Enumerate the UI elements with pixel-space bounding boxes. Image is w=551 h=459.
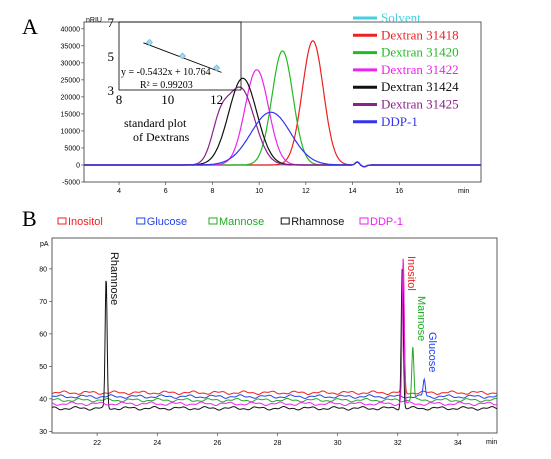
y-tick-label: 15000: [61, 111, 81, 118]
legend-label: Dextran 31424: [381, 79, 459, 94]
y-tick-label: 30: [39, 429, 47, 436]
legend-label: Inositol: [68, 216, 103, 228]
inset-axes: 3 5 7 8 10 12: [108, 15, 224, 107]
y-tick-label: 20000: [61, 94, 81, 101]
y-tick-label: 80: [39, 266, 47, 273]
chromatogram-line-ddp-1: [51, 260, 498, 406]
legend-label: DDP-1: [370, 216, 403, 228]
panel-b-x-axis: 22 24 26 28 30 32 34: [93, 433, 462, 447]
panel-a-y-unit: nRIU: [86, 17, 102, 24]
panel-a-label: A: [22, 14, 38, 39]
y-tick-label: 40000: [61, 26, 81, 33]
legend-swatch: [359, 217, 369, 225]
legend-label: Dextran 31422: [381, 62, 459, 77]
chromatogram-line-ddp-1: [84, 111, 481, 168]
x-tick-label: 32: [394, 440, 402, 447]
inset-r-squared: R² = 0.99203: [140, 80, 193, 91]
panel-b-legend: Inositol Glucose Mannose Rhamnose DDP-1: [57, 216, 403, 228]
peak-label-glucose: Glucose: [426, 332, 438, 372]
inset-y-tick-label: 3: [108, 83, 115, 98]
legend-swatch: [280, 217, 290, 225]
inset-y-tick-label: 5: [108, 49, 115, 64]
y-tick-label: 10000: [61, 128, 81, 135]
inset-data-point: [213, 64, 221, 72]
panel-b-series: [51, 258, 498, 411]
x-tick-label: 34: [454, 440, 462, 447]
x-tick-label: 4: [117, 188, 121, 195]
inset-title-line-2: of Dextrans: [133, 130, 190, 144]
legend-label: DDP-1: [381, 114, 418, 129]
inset-frame: [118, 21, 242, 91]
x-tick-label: 30: [334, 440, 342, 447]
x-tick-label: 10: [255, 188, 263, 195]
inset-x-tick-label: 8: [116, 92, 123, 107]
legend-swatch: [57, 217, 67, 225]
panel-b-y-axis: 30 40 50 60 70 80: [39, 266, 52, 436]
x-tick-label: 28: [274, 440, 282, 447]
x-tick-label: 6: [164, 188, 168, 195]
inset-data: [143, 38, 222, 73]
panel-b-y-unit: pA: [40, 241, 49, 248]
y-tick-label: 40: [39, 396, 47, 403]
x-tick-label: 12: [302, 188, 310, 195]
panel-a-y-axis: -5000 0 5000 10000 15000 20000 25000 30000 35000…: [61, 26, 84, 187]
x-tick-label: 16: [395, 188, 403, 195]
legend-label: Mannose: [219, 216, 264, 228]
inset-data-point: [179, 52, 186, 60]
panel-b-plot-frame: [51, 237, 498, 434]
y-tick-label: 0: [76, 162, 80, 169]
legend-label: Dextran 31425: [381, 97, 459, 112]
chromatogram-line-glucose: [51, 377, 498, 399]
inset-data-point: [146, 38, 153, 46]
panel-a-x-unit: min: [458, 188, 469, 195]
x-tick-label: 22: [93, 440, 101, 447]
y-tick-label: 60: [39, 331, 47, 338]
panel-b-label: B: [22, 206, 37, 231]
legend-label: Dextran 31420: [381, 45, 459, 60]
y-tick-label: 30000: [61, 60, 81, 67]
peak-label-inositol: Inositol: [405, 256, 417, 291]
legend-swatch: [136, 217, 146, 225]
panel-a-series: [84, 39, 481, 168]
y-tick-label: 50: [39, 364, 47, 371]
y-tick-label: -5000: [62, 180, 80, 187]
panel-b-x-unit: min: [486, 439, 497, 446]
peak-label-rhamnose: Rhamnose: [108, 252, 120, 305]
chromatogram-line-mannose: [52, 346, 498, 403]
panel-a-plot-frame: [83, 21, 482, 183]
panel-a-legend: Solvent Dextran 31418 Dextran 31420 Dextran…: [353, 10, 459, 129]
panel-a-x-axis: 4 6 8 10 12 14 16: [117, 182, 403, 195]
legend-label: Glucose: [147, 216, 187, 228]
peak-label-mannose: Mannose: [415, 296, 427, 341]
x-tick-label: 26: [213, 440, 221, 447]
legend-label: Solvent: [381, 10, 421, 25]
inset-y-tick-label: 7: [108, 15, 115, 30]
legend-label: Rhamnose: [291, 216, 344, 228]
y-tick-label: 70: [39, 299, 47, 306]
x-tick-label: 8: [210, 188, 214, 195]
panel-a: A -5000 0 5000 10000 15000 20000 25000 30000 350…: [22, 10, 482, 195]
panel-b: B Inositol Glucose Mannose Rhamnose DDP-1 pA…: [22, 206, 498, 447]
y-tick-label: 25000: [61, 77, 81, 84]
x-tick-label: 24: [153, 440, 161, 447]
y-tick-label: 35000: [61, 43, 81, 50]
inset-equation: y = -0.5432x + 10.764: [121, 67, 211, 78]
inset-x-tick-label: 10: [161, 92, 174, 107]
y-tick-label: 5000: [64, 145, 80, 152]
inset-x-tick-label: 12: [210, 92, 223, 107]
chromatogram-line-rhamnose: [51, 269, 498, 411]
legend-label: Dextran 31418: [381, 27, 459, 42]
inset-standard-plot: 3 5 7 8 10 12 y = -0.5432x + 10.764 R² = 0.99…: [108, 15, 242, 144]
x-tick-label: 14: [349, 188, 357, 195]
legend-swatch: [208, 217, 218, 225]
inset-title-line-1: standard plot: [124, 116, 187, 130]
